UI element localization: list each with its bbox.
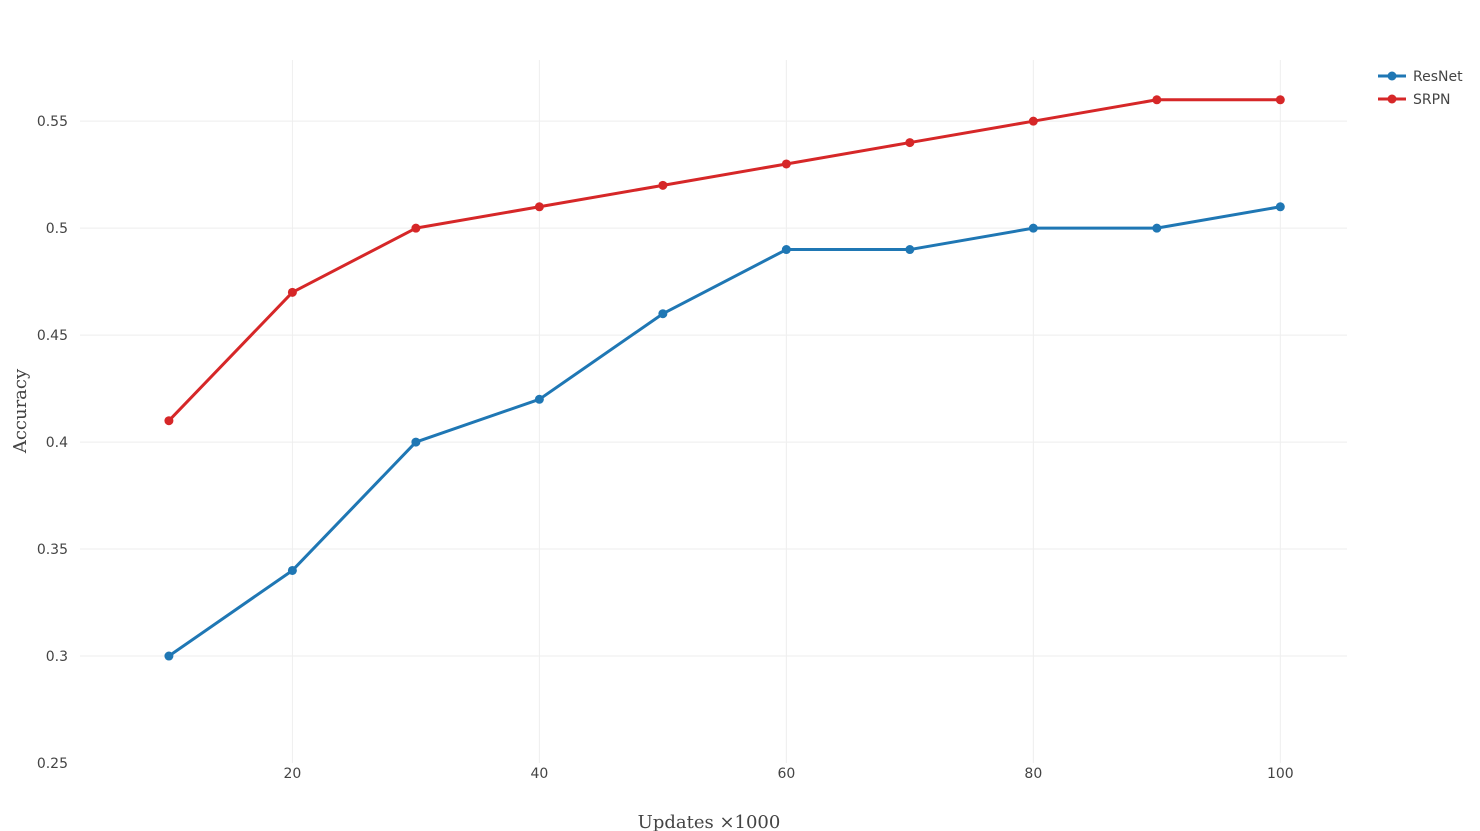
- y-tick-label: 0.55: [37, 114, 68, 130]
- x-axis-ticks: 20 40 60 80 100: [283, 766, 1293, 782]
- x-axis-title: Updates ×1000: [638, 812, 781, 831]
- y-axis-title: Accuracy: [10, 368, 31, 454]
- data-point-resnet: [1152, 223, 1162, 233]
- x-tick-label: 40: [530, 766, 548, 782]
- data-point-srpn: [781, 159, 791, 169]
- data-point-resnet: [905, 245, 915, 255]
- data-point-srpn: [1152, 95, 1162, 105]
- legend-label-srpn: SRPN: [1413, 92, 1451, 108]
- data-point-srpn: [164, 416, 174, 426]
- data-point-srpn: [411, 223, 421, 233]
- data-point-resnet: [658, 309, 668, 319]
- data-point-resnet: [287, 565, 297, 575]
- y-tick-label: 0.5: [46, 221, 68, 237]
- legend-item-resnet[interactable]: ResNet: [1378, 69, 1463, 85]
- data-point-resnet: [1275, 202, 1285, 212]
- legend-item-srpn[interactable]: SRPN: [1378, 92, 1451, 108]
- data-point-srpn: [658, 180, 668, 190]
- series-line-resnet: [167, 205, 1282, 658]
- x-tick-label: 80: [1024, 766, 1042, 782]
- data-point-resnet: [1028, 223, 1038, 233]
- x-tick-label: 60: [777, 766, 795, 782]
- series-line-srpn: [167, 98, 1282, 423]
- data-point-srpn: [534, 202, 544, 212]
- y-tick-label: 0.25: [37, 756, 68, 772]
- y-tick-label: 0.45: [37, 328, 68, 344]
- legend-marker-resnet: [1387, 71, 1397, 81]
- y-axis-ticks: 0.25 0.3 0.35 0.4 0.45 0.5 0.55: [37, 114, 68, 772]
- series-layer: [164, 95, 1285, 661]
- series-srpn: [164, 95, 1285, 426]
- legend[interactable]: ResNet SRPN: [1378, 69, 1463, 108]
- data-point-resnet: [164, 651, 174, 661]
- series-resnet: [164, 202, 1285, 661]
- data-point-resnet: [534, 394, 544, 404]
- y-tick-label: 0.35: [37, 542, 68, 558]
- data-point-srpn: [287, 287, 297, 297]
- y-tick-label: 0.4: [46, 435, 68, 451]
- y-tick-label: 0.3: [46, 649, 68, 665]
- data-point-resnet: [411, 437, 421, 447]
- legend-marker-srpn: [1387, 94, 1397, 104]
- legend-label-resnet: ResNet: [1413, 69, 1463, 85]
- grid: [80, 60, 1347, 763]
- data-point-resnet: [781, 245, 791, 255]
- x-tick-label: 100: [1267, 766, 1294, 782]
- x-tick-label: 20: [283, 766, 301, 782]
- data-point-srpn: [1275, 95, 1285, 105]
- data-point-srpn: [1028, 116, 1038, 126]
- data-point-srpn: [905, 138, 915, 148]
